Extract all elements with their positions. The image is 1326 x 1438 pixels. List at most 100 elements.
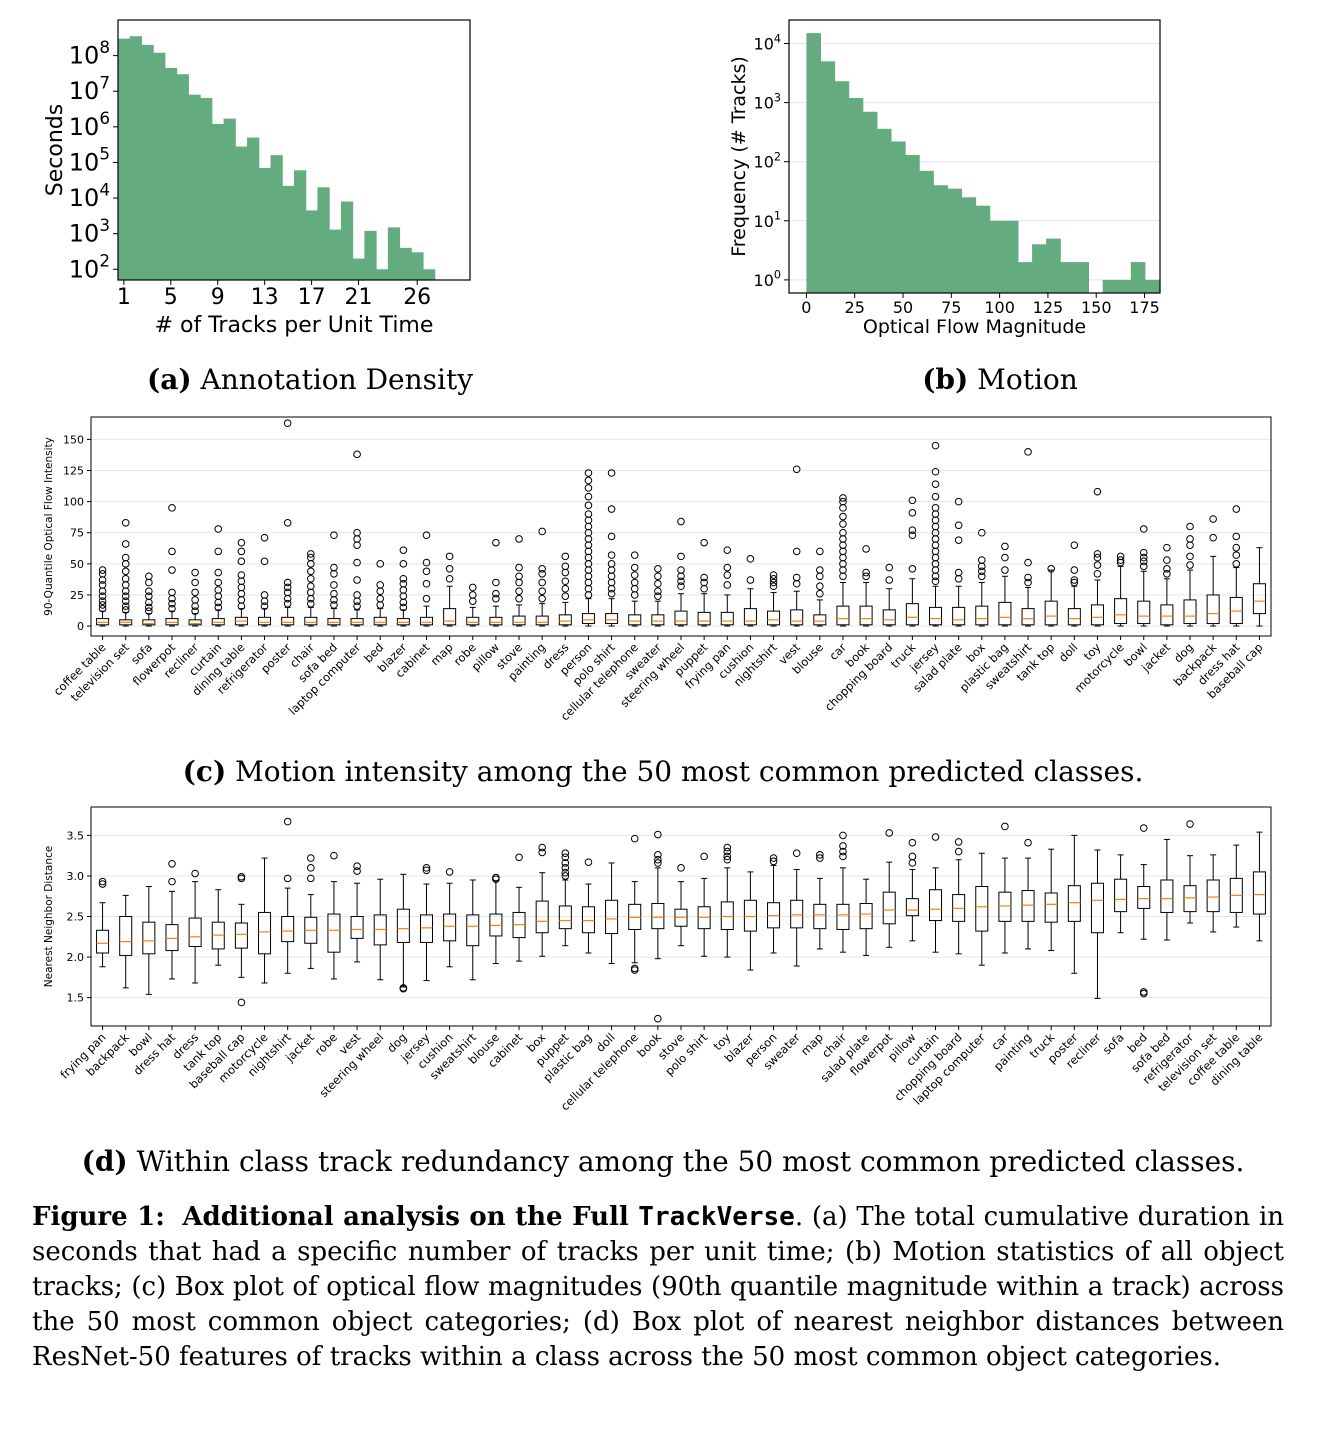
box-outlier (422, 594, 431, 603)
box-outlier (330, 531, 338, 540)
box-iqr (720, 611, 734, 626)
box-outlier (654, 587, 662, 596)
box-outlier (353, 862, 361, 871)
box-outlier (121, 574, 130, 583)
box-outlier (607, 505, 616, 513)
box-outlier (654, 851, 662, 859)
box-outlier (307, 874, 315, 883)
box-outlier (422, 866, 431, 875)
box-iqr (743, 899, 757, 932)
y-tick-label: 1.5 (67, 992, 85, 1005)
y-tick-label: 103 (69, 215, 110, 248)
box-outlier (723, 563, 732, 572)
box-outlier (723, 581, 732, 589)
x-tick-label: 175 (1129, 298, 1160, 317)
box-outlier (214, 598, 223, 607)
box-outlier (353, 535, 361, 543)
box-outlier (214, 586, 223, 594)
box-outlier (422, 864, 431, 872)
box-outlier (584, 492, 593, 501)
box-outlier (1232, 560, 1241, 568)
box-outlier (908, 852, 917, 861)
box-outlier (538, 587, 546, 596)
box-outlier (214, 547, 223, 556)
box-outlier (839, 553, 847, 562)
box-outlier (677, 566, 685, 574)
box-outlier (700, 578, 708, 587)
histogram-bar (411, 252, 424, 280)
box-iqr (535, 900, 549, 934)
box-outlier (283, 518, 292, 527)
box-outlier (353, 602, 361, 610)
box-outlier (515, 594, 523, 603)
box-outlier (977, 572, 986, 581)
box-outlier (954, 847, 963, 856)
box-outlier (908, 531, 917, 540)
box-outlier (1139, 548, 1148, 557)
box-outlier (376, 581, 385, 589)
box-outlier (214, 568, 223, 577)
box-outlier (839, 535, 847, 543)
figure-caption-title-end: . (794, 1202, 804, 1232)
box-outlier (769, 854, 778, 862)
box-outlier (885, 829, 894, 837)
box-outlier (492, 594, 500, 603)
box-outlier (816, 582, 824, 591)
box-outlier (630, 571, 639, 579)
histogram-bar (862, 111, 878, 294)
box-outlier (353, 591, 361, 599)
histogram-bar (1017, 262, 1033, 293)
box-outlier (908, 496, 917, 505)
histogram-bar (1102, 279, 1118, 293)
box-outlier (307, 582, 315, 591)
box-outlier (399, 603, 408, 612)
box-outlier (630, 563, 639, 572)
caption-b-text: Motion (977, 363, 1078, 396)
box-outlier (307, 864, 315, 872)
histogram-bar (1130, 262, 1146, 293)
box-outlier (1163, 569, 1171, 578)
box-outlier (283, 874, 292, 883)
box-iqr (419, 914, 434, 943)
box-outlier (584, 541, 593, 549)
box-outlier (283, 817, 292, 826)
x-tick-label: 13 (251, 285, 279, 310)
box-iqr (1067, 608, 1081, 626)
box-outlier (954, 521, 963, 530)
box-outlier (931, 516, 940, 525)
box-outlier (954, 574, 963, 583)
box-outlier (422, 579, 431, 588)
box-iqr (142, 619, 156, 626)
box-outlier (931, 577, 940, 586)
box-outlier (399, 560, 408, 568)
box-iqr (304, 616, 318, 626)
box-iqr (466, 616, 480, 626)
box-outlier (1232, 505, 1241, 513)
box-outlier (584, 522, 593, 531)
box-iqr (1044, 600, 1058, 626)
box-outlier (145, 578, 153, 587)
box-outlier (862, 568, 870, 577)
box-outlier (561, 552, 570, 561)
box-iqr (373, 616, 387, 626)
box-outlier (145, 603, 153, 612)
box-outlier (839, 572, 847, 581)
box-outlier (769, 578, 778, 587)
box-outlier (1024, 448, 1032, 456)
histogram-bar (423, 269, 436, 280)
box-outlier (839, 528, 847, 537)
box-iqr (1021, 608, 1035, 626)
box-outlier (1116, 552, 1125, 561)
box-iqr (327, 618, 341, 626)
box-outlier (931, 504, 940, 512)
box-iqr (1090, 882, 1104, 934)
y-tick-label: 50 (70, 558, 84, 571)
histogram-bar (270, 155, 283, 280)
box-outlier (283, 583, 292, 592)
box-iqr (119, 916, 133, 956)
box-iqr (1183, 885, 1197, 913)
box-outlier (607, 589, 616, 598)
box-outlier (954, 536, 963, 544)
box-outlier (353, 597, 361, 605)
x-tick-label: 150 (1081, 298, 1112, 317)
